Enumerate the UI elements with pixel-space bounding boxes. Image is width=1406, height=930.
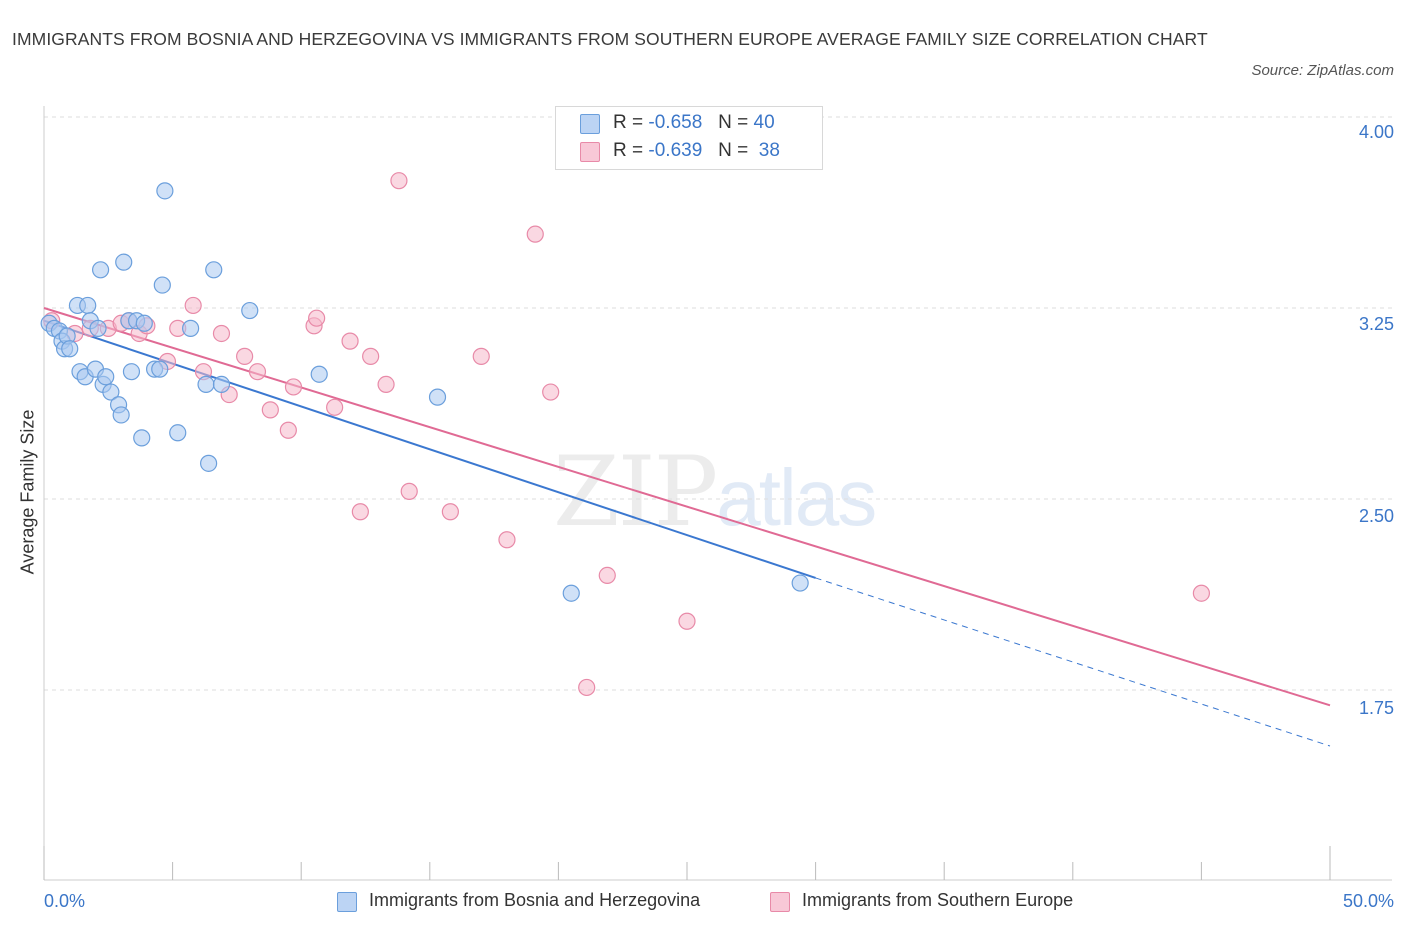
legend-swatch-blue [337, 892, 357, 912]
legend-r-label: R = [613, 140, 644, 161]
point-bosnia [153, 276, 171, 294]
legend-r-label: R = [613, 112, 644, 133]
point-southern-europe [212, 324, 231, 343]
point-bosnia [182, 319, 200, 337]
point-bosnia [151, 360, 169, 378]
grid-lines [44, 116, 1392, 691]
legend-series-name: Immigrants from Southern Europe [802, 890, 1074, 910]
point-bosnia [212, 375, 231, 393]
watermark-atlas: atlas [716, 453, 877, 542]
source-label: Source: ZipAtlas.com [1251, 62, 1394, 79]
legend-swatch-pink [580, 142, 600, 162]
legend-n-value: 40 [753, 112, 775, 133]
point-bosnia [97, 368, 115, 386]
y-tick-label: 4.00 [1358, 122, 1394, 142]
point-bosnia [169, 424, 187, 442]
y-tick-label: 1.75 [1358, 698, 1394, 718]
point-southern-europe [678, 612, 696, 630]
point-bosnia [122, 363, 141, 381]
point-southern-europe [390, 172, 408, 190]
point-southern-europe [441, 503, 459, 521]
correlation-legend: R = -0.658 N = 40 R = -0.639 N = 38 [555, 106, 823, 170]
watermark: ZIPatlas [553, 436, 877, 548]
point-bosnia [562, 584, 580, 602]
point-southern-europe [326, 398, 344, 416]
point-bosnia [102, 383, 120, 401]
point-bosnia [89, 319, 107, 337]
point-southern-europe [184, 296, 202, 315]
point-southern-europe [526, 225, 544, 243]
point-bosnia [156, 182, 174, 200]
legend-n-label: N = [718, 140, 749, 161]
axes [43, 106, 1392, 881]
trend-line-southern-europe [43, 307, 1331, 707]
point-bosnia [91, 261, 110, 279]
point-southern-europe [308, 309, 326, 327]
point-bosnia [79, 296, 97, 315]
point-bosnia [197, 375, 215, 393]
point-bosnia [428, 388, 447, 406]
point-southern-europe [284, 378, 303, 396]
point-bosnia [241, 301, 259, 320]
point-southern-europe [598, 566, 616, 585]
point-southern-europe [279, 421, 297, 439]
point-southern-europe [377, 375, 395, 393]
y-axis-label: Average Family Size [17, 409, 38, 575]
legend-n-value: 38 [758, 140, 780, 161]
point-southern-europe [261, 401, 279, 419]
legend-r-value: -0.639 [648, 140, 703, 161]
legend-swatch-pink [770, 892, 790, 912]
point-southern-europe [248, 363, 267, 381]
point-bosnia [133, 429, 151, 447]
point-southern-europe [472, 347, 490, 365]
y-tick-label: 3.25 [1358, 314, 1394, 334]
legend-r-value: -0.658 [648, 112, 703, 133]
legend-swatch-blue [580, 114, 600, 134]
point-bosnia [112, 406, 130, 424]
y-tick-label: 2.50 [1358, 506, 1394, 526]
point-bosnia [200, 454, 218, 472]
point-southern-europe [542, 383, 560, 401]
trend-line-bosnia-extension [815, 577, 1331, 747]
point-bosnia [61, 340, 79, 358]
point-bosnia [205, 261, 223, 279]
point-bosnia [115, 253, 133, 271]
x-tick-label-max: 50.0% [1342, 891, 1394, 911]
x-tick-label-min: 0.0% [44, 891, 86, 911]
trend-lines [43, 307, 1331, 747]
point-southern-europe [578, 678, 596, 697]
legend-series-name: Immigrants from Bosnia and Herzegovina [369, 890, 701, 910]
point-bosnia [135, 314, 153, 332]
point-southern-europe [498, 531, 516, 549]
data-points [40, 172, 1211, 697]
watermark-zip: ZIP [553, 436, 718, 548]
point-southern-europe [362, 347, 380, 365]
point-southern-europe [341, 332, 359, 350]
point-southern-europe [400, 482, 418, 500]
legend-n-label: N = [718, 112, 749, 133]
point-southern-europe [236, 347, 254, 365]
chart-title: IMMIGRANTS FROM BOSNIA AND HERZEGOVINA V… [12, 29, 1208, 49]
point-southern-europe [351, 503, 369, 521]
point-bosnia [310, 365, 328, 383]
point-bosnia [791, 574, 809, 592]
point-southern-europe [1192, 584, 1211, 602]
